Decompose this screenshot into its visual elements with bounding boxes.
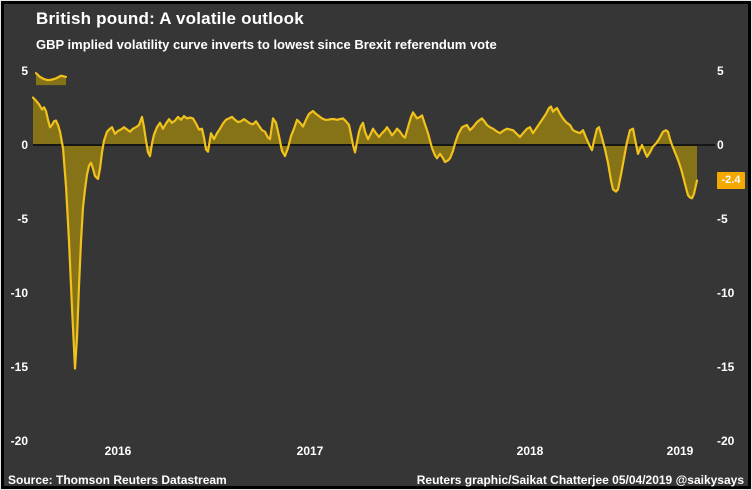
x-tick-label: 2019 xyxy=(666,444,694,458)
ytick-left-label: -10 xyxy=(10,286,28,300)
chart-subtitle: GBP implied volatility curve inverts to … xyxy=(36,37,497,52)
x-tick-label: 2018 xyxy=(516,444,544,458)
ytick-right-label: 0 xyxy=(717,138,724,152)
main-series-line xyxy=(31,96,699,370)
x-tick-label: 2016 xyxy=(104,444,132,458)
main-area-fill xyxy=(33,97,697,369)
graphic-credit: Reuters graphic/Saikat Chatterjee 05/04/… xyxy=(416,473,744,487)
ytick-left-label: -20 xyxy=(10,434,28,448)
ytick-right-label: -20 xyxy=(717,434,735,448)
ytick-left-label: -15 xyxy=(10,360,28,374)
ytick-left-label: 0 xyxy=(21,138,28,152)
ytick-left-label: -5 xyxy=(17,212,28,226)
ytick-right-label: -15 xyxy=(717,360,735,374)
intro-area-fill xyxy=(36,73,66,86)
ytick-right-label: -10 xyxy=(717,286,735,300)
x-tick-label: 2017 xyxy=(296,444,324,458)
page-title: British pound: A volatile outlook xyxy=(36,9,304,28)
ytick-right-label: 5 xyxy=(717,64,724,78)
source-attribution: Source: Thomson Reuters Datastream xyxy=(8,473,227,487)
intro-line xyxy=(34,72,68,82)
last-value-badge: -2.4 xyxy=(717,172,745,189)
ytick-left-label: 5 xyxy=(21,64,28,78)
ytick-right-label: -5 xyxy=(717,212,728,226)
